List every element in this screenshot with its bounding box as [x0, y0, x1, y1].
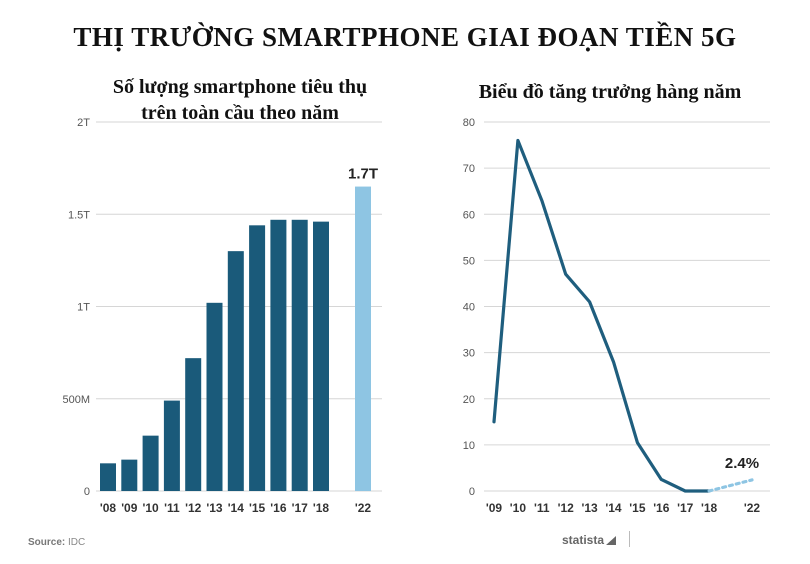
- brand-name: statista: [562, 533, 605, 547]
- line-x-tick-label: '16: [653, 501, 670, 515]
- bar-y-tick-label: 1.5T: [68, 209, 90, 221]
- line-y-tick-label: 50: [463, 255, 475, 267]
- bar-x-tick-label: '11: [164, 501, 180, 515]
- line-y-tick-label: 20: [463, 394, 475, 406]
- bar-x-tick-label: '08: [100, 501, 117, 515]
- line-x-tick-label: '13: [581, 501, 598, 515]
- source-label: Source:: [28, 537, 66, 548]
- line-y-tick-label: 70: [463, 163, 475, 175]
- bar: [185, 358, 202, 491]
- bar-x-tick-label: '15: [249, 501, 266, 515]
- bar-chart-title-line-1: Số lượng smartphone tiêu thụ: [112, 76, 368, 98]
- bar-x-tick-label: '10: [142, 501, 159, 515]
- bar-chart-title-line-2: trên toàn cầu theo năm: [141, 102, 339, 124]
- bar-y-tick-label: 500M: [62, 394, 90, 406]
- line-x-tick-label: '15: [629, 501, 646, 515]
- main-title: THỊ TRƯỜNG SMARTPHONE GIAI ĐOẠN TIỀN 5G: [73, 22, 737, 52]
- line-chart-title: Biểu đồ tăng trưởng hàng năm: [478, 81, 742, 103]
- bar-data-label: 1.7T: [348, 166, 378, 183]
- bar: [163, 400, 180, 491]
- bar: [270, 219, 287, 491]
- line-x-tick-label: '09: [486, 501, 503, 515]
- line-series: [492, 138, 711, 493]
- bar-y-tick-label: 0: [84, 486, 90, 498]
- bar-x-tick-label: '13: [206, 501, 223, 515]
- bar: [142, 435, 159, 491]
- line-x-tick-label: '14: [605, 501, 622, 515]
- bar-x-tick-label: '12: [185, 501, 202, 515]
- line-x-tick-label: '17: [677, 501, 694, 515]
- line-y-tick-label: 60: [463, 209, 475, 221]
- brand-divider: [629, 531, 630, 547]
- brand-mark-icon: [606, 536, 617, 545]
- bar: [227, 251, 244, 491]
- line-y-tick-label: 40: [463, 302, 475, 314]
- bar: [206, 302, 223, 491]
- line-x-tick-label: '11: [534, 501, 550, 515]
- line-y-tick-label: 0: [469, 486, 475, 498]
- bar-y-tick-label: 2T: [77, 117, 90, 129]
- line-x-tick-label: '10: [510, 501, 527, 515]
- line-x-tick-label: '12: [558, 501, 575, 515]
- line-x-tick-label: '22: [744, 501, 761, 515]
- bar: [100, 463, 116, 491]
- bar-x-tick-label: '14: [228, 501, 245, 515]
- bar-y-tick-label: 1T: [77, 302, 90, 314]
- bar: [291, 219, 308, 491]
- bar: [355, 186, 371, 491]
- source-value: IDC: [68, 537, 86, 548]
- bar: [121, 459, 138, 491]
- bar-x-tick-label: '22: [355, 501, 372, 515]
- brand-logo: statista: [562, 533, 617, 547]
- bar-x-tick-label: '09: [121, 501, 138, 515]
- bar: [249, 225, 266, 491]
- line-y-tick-label: 80: [463, 117, 475, 129]
- bar-x-tick-label: '18: [313, 501, 330, 515]
- bar: [313, 221, 329, 491]
- line-series-projected: [707, 478, 754, 493]
- source-note: Source: IDC: [28, 537, 85, 548]
- line-y-tick-label: 10: [463, 440, 475, 452]
- bar-x-tick-label: '17: [292, 501, 309, 515]
- bar-chart-title: Số lượng smartphone tiêu thụ trên toàn c…: [60, 74, 420, 126]
- bar-x-tick-label: '16: [270, 501, 287, 515]
- line-x-tick-label: '18: [701, 501, 718, 515]
- line-y-tick-label: 30: [463, 348, 475, 360]
- line-data-label: 2.4%: [725, 455, 759, 472]
